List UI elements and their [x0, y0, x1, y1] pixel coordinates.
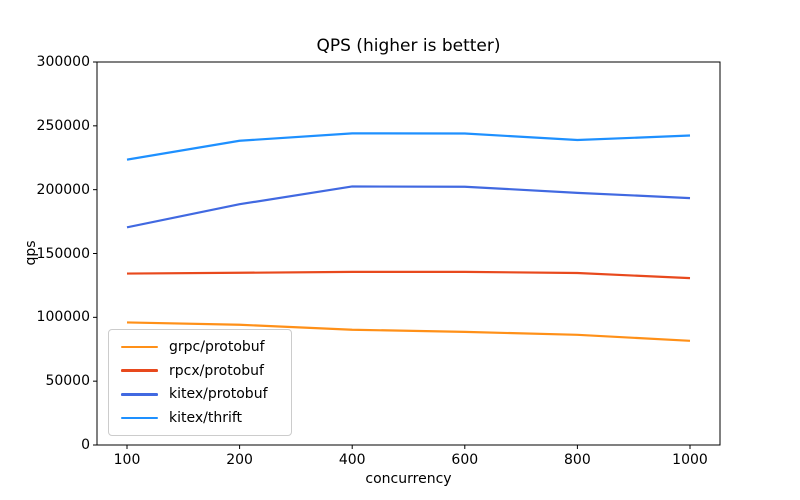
chart-title: QPS (higher is better): [316, 36, 501, 56]
legend-item: grpc/protobuf: [117, 339, 283, 355]
legend-label: kitex/protobuf: [169, 386, 268, 403]
y-tick-label: 150000: [36, 245, 90, 262]
y-tick-label: 300000: [36, 54, 90, 70]
series-line-rpcx-protobuf: [126, 270, 691, 280]
legend-label: grpc/protobuf: [169, 338, 265, 355]
x-tick-label: 800: [564, 452, 591, 468]
x-axis-label: concurrency: [365, 471, 452, 487]
y-tick-label: 100000: [36, 309, 90, 326]
x-tick-label: 600: [451, 452, 479, 468]
legend-swatch: [121, 393, 158, 396]
legend-swatch: [121, 416, 158, 420]
x-tick-label: 400: [338, 452, 366, 468]
legend-swatch: [121, 369, 158, 372]
legend-swatch: [121, 345, 158, 349]
legend-label: kitex/thrift: [169, 410, 243, 427]
series-line-grpc-protobuf: [126, 321, 691, 342]
y-tick-label: 200000: [36, 181, 90, 198]
y-tick-label: 50000: [45, 373, 90, 390]
series-line-kitex-thrift: [126, 132, 691, 161]
y-tick-label: 0: [81, 437, 90, 453]
x-tick-label: 1000: [672, 452, 708, 468]
legend-item: kitex/thrift: [117, 410, 283, 426]
legend-item: rpcx/protobuf: [117, 363, 283, 379]
x-tick-label: 100: [113, 452, 141, 468]
legend: grpc/protobuf rpcx/protobuf kitex/protobuf…: [108, 329, 292, 436]
legend-item: kitex/protobuf: [117, 386, 283, 402]
legend-label: rpcx/protobuf: [169, 362, 264, 379]
x-tick-label: 200: [226, 452, 253, 468]
y-tick-label: 250000: [36, 117, 90, 134]
series-line-kitex-protobuf: [126, 185, 691, 229]
